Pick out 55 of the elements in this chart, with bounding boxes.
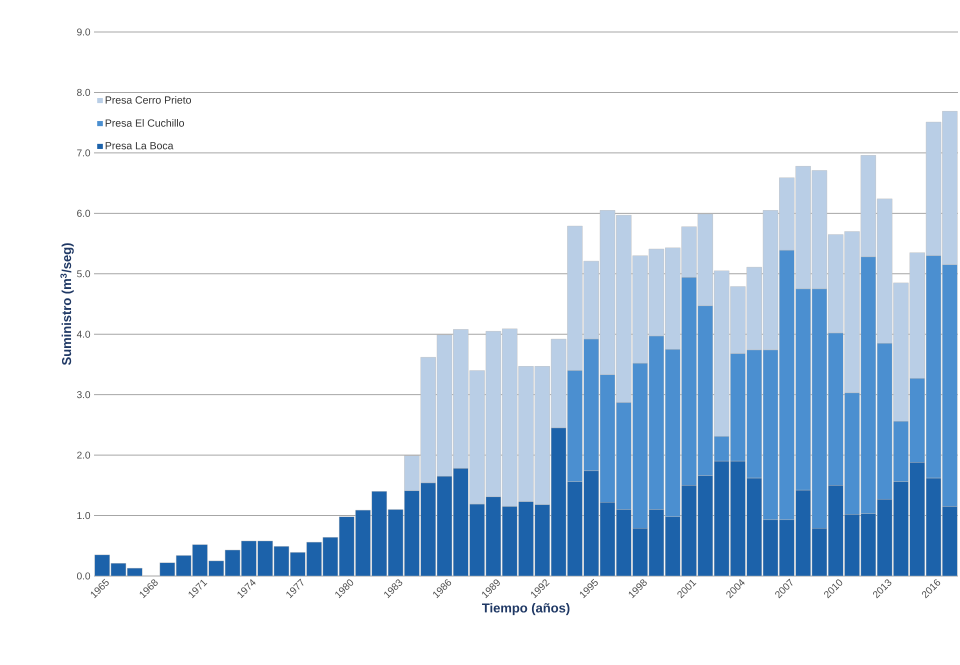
bar (730, 460, 746, 576)
bar (192, 544, 208, 576)
bar (893, 482, 909, 576)
bar (436, 476, 452, 576)
bar (860, 514, 876, 576)
bar (616, 509, 632, 576)
bar (665, 516, 680, 576)
bar (224, 550, 240, 576)
bar (290, 552, 306, 576)
bar (160, 562, 175, 576)
legend-label: Presa El Cuchillo (106, 119, 184, 127)
legend-label: Presa La Boca (106, 142, 174, 150)
y-tick-label: 0.0 (77, 572, 90, 580)
bar (698, 475, 714, 576)
bar (420, 482, 436, 576)
y-tick-label: 6.0 (77, 210, 90, 217)
bar (176, 555, 192, 576)
bar (779, 520, 795, 576)
bar (600, 502, 616, 576)
y-axis-title: Suministro (m$^{3}$/seg) (60, 243, 74, 366)
bar (502, 506, 518, 576)
bar (844, 514, 860, 576)
bar (681, 485, 697, 576)
y-tick-label: 8.0 (77, 88, 90, 96)
bar (94, 554, 110, 576)
y-tick-label: 7.0 (77, 149, 90, 156)
bar (208, 560, 224, 576)
bar (241, 540, 257, 576)
bar (338, 516, 354, 576)
y-tick-label: 2.0 (77, 452, 90, 459)
bar (257, 540, 273, 576)
bar (795, 490, 811, 576)
y-tick-label: 3.0 (77, 391, 90, 398)
y-tick-label: 5.0 (77, 270, 90, 278)
bar (876, 499, 892, 576)
y-tick-label: 9.0 (77, 28, 90, 36)
bar (762, 520, 778, 576)
bar (828, 485, 844, 576)
bar (812, 528, 828, 576)
x-axis-title: Tiempo (años) (482, 603, 570, 616)
y-tick-label: 4.0 (76, 330, 90, 338)
bar (746, 478, 762, 576)
bar (714, 460, 730, 576)
bar (372, 491, 387, 576)
bar (584, 470, 599, 576)
bar (274, 546, 290, 576)
bar (453, 468, 468, 576)
bar (518, 501, 534, 576)
bar (942, 506, 958, 576)
bar (355, 510, 371, 576)
bar (910, 462, 925, 576)
y-tick-label: 1.0 (77, 512, 90, 520)
bar (926, 478, 942, 576)
bar (534, 504, 550, 576)
legend-label: Presa Cerro Prieto (106, 96, 192, 104)
